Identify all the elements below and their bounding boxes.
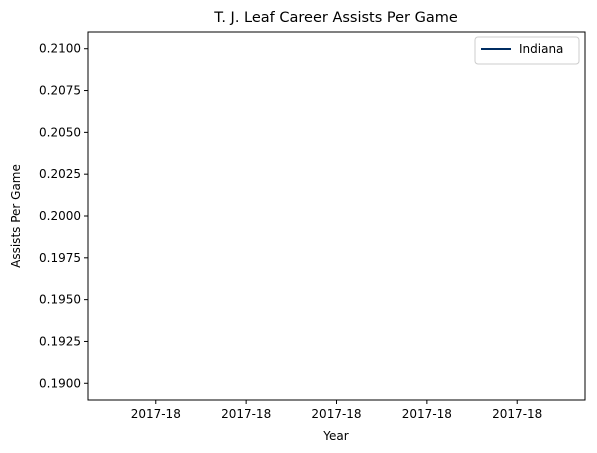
x-axis-ticks: 2017-18 2017-18 2017-18 2017-18 2017-18 <box>131 400 542 421</box>
chart-title: T. J. Leaf Career Assists Per Game <box>213 10 458 26</box>
x-tick-label: 2017-18 <box>402 407 452 421</box>
x-tick-label: 2017-18 <box>311 407 361 421</box>
y-axis-ticks: 0.1900 0.1925 0.1950 0.1975 0.2000 0.2025 0.20… <box>39 42 88 390</box>
legend-box <box>474 36 580 65</box>
y-axis-label: Assists Per Game <box>9 164 23 268</box>
y-tick-label: 0.2075 <box>39 84 81 98</box>
y-tick-label: 0.2050 <box>39 125 81 139</box>
y-tick-label: 0.1900 <box>39 376 81 390</box>
y-tick-label: 0.2100 <box>39 42 81 56</box>
legend: Indiana <box>474 36 580 65</box>
legend-label-indiana: Indiana <box>519 42 563 56</box>
y-tick-label: 0.1975 <box>39 251 81 265</box>
x-tick-label: 2017-18 <box>221 407 271 421</box>
y-tick-label: 0.2025 <box>39 167 81 181</box>
plot-frame <box>87 31 586 401</box>
y-tick-label: 0.1925 <box>39 334 81 348</box>
x-axis-label: Year <box>322 429 348 443</box>
x-tick-label: 2017-18 <box>131 407 181 421</box>
y-tick-label: 0.1950 <box>39 293 81 307</box>
y-tick-label: 0.2000 <box>39 209 81 223</box>
plot-area <box>88 32 585 400</box>
x-tick-label: 2017-18 <box>492 407 542 421</box>
